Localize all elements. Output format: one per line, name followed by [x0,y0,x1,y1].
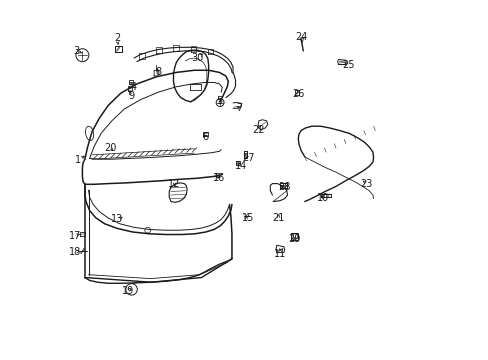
Text: 2: 2 [114,33,120,43]
Text: 16: 16 [213,173,225,183]
Text: 29: 29 [288,234,300,244]
Text: 25: 25 [342,60,354,70]
Text: 11: 11 [274,248,286,258]
Text: 30: 30 [191,53,203,63]
Text: 6: 6 [202,132,208,142]
Text: 28: 28 [277,182,289,192]
Text: 5: 5 [216,96,222,106]
Text: 23: 23 [360,179,372,189]
Text: 1: 1 [75,155,81,165]
Text: 24: 24 [295,32,307,41]
Text: 18: 18 [69,247,81,257]
Text: 3: 3 [73,46,79,56]
Text: 14: 14 [234,161,246,171]
Text: 22: 22 [252,125,264,135]
Text: 7: 7 [236,103,242,113]
Text: 8: 8 [155,67,161,77]
Text: 20: 20 [103,143,116,153]
Text: 21: 21 [272,213,284,222]
Text: 27: 27 [242,153,254,163]
Text: 19: 19 [122,286,134,296]
Text: 17: 17 [69,231,81,240]
Text: 26: 26 [291,89,304,99]
Text: 9: 9 [128,91,134,101]
Text: 13: 13 [111,215,123,224]
Text: 12: 12 [168,179,181,189]
Text: 10: 10 [317,193,329,203]
Text: 4: 4 [130,82,136,92]
Text: 15: 15 [242,213,254,222]
